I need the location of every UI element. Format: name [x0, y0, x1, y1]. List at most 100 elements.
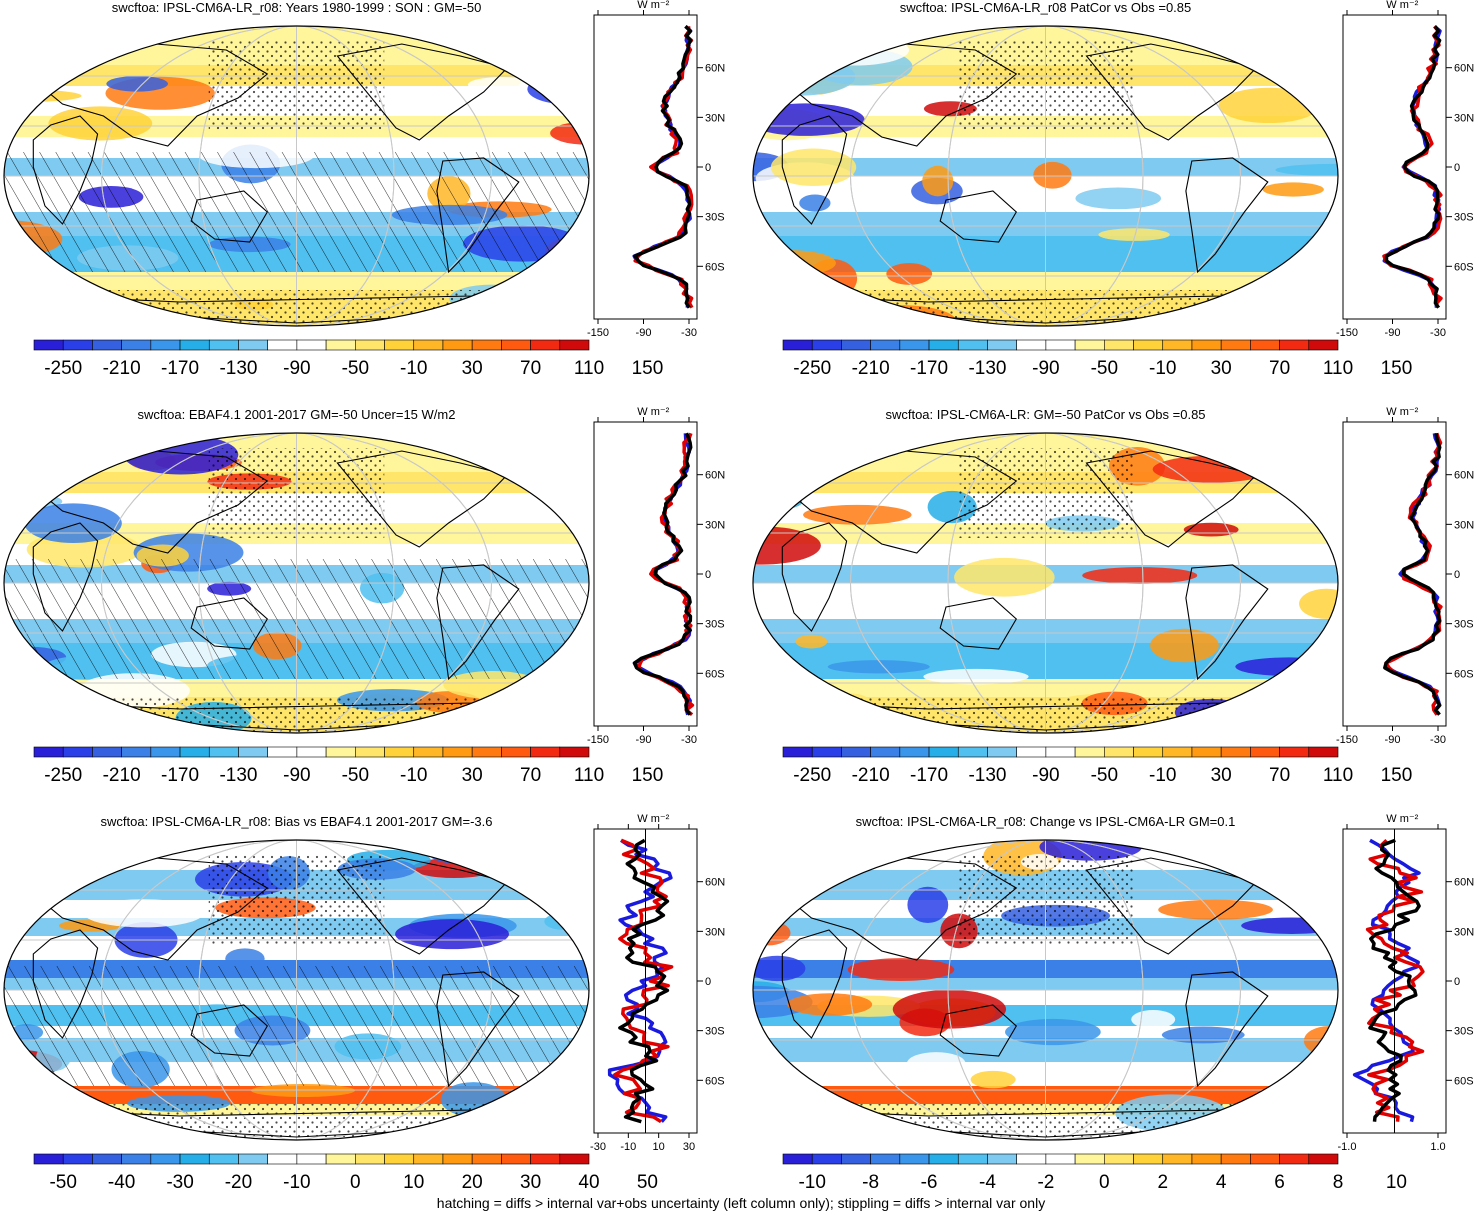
- lat-tick-label: 60N: [705, 470, 725, 482]
- colorbar-label: -4: [979, 1172, 996, 1193]
- colorbar-label: -210: [852, 765, 890, 786]
- colorbar-label: -250: [793, 765, 831, 786]
- colorbar-label: -250: [793, 358, 831, 379]
- colorbar-label: 30: [462, 765, 483, 786]
- continent-outline: [1185, 564, 1269, 681]
- footer-note: hatching = diffs > internal var+obs unce…: [437, 1195, 1045, 1211]
- colorbar-swatch: [1279, 339, 1310, 351]
- colorbar-swatch: [62, 339, 93, 351]
- colorbar-swatch: [355, 339, 385, 351]
- colorbar-swatch: [559, 1153, 590, 1165]
- colorbar-swatch: [1250, 746, 1280, 758]
- reference-profile-line: [1383, 433, 1442, 716]
- lat-tick-label: 60S: [705, 261, 725, 273]
- lat-tick-label: 0: [1454, 976, 1460, 988]
- colorbar-swatch: [870, 746, 901, 758]
- colorbar-swatch: [296, 339, 327, 351]
- colorbar-swatch: [121, 339, 152, 351]
- colorbar-label: -30: [166, 1172, 193, 1193]
- colorbar-swatch: [1074, 1153, 1105, 1165]
- colorbar-label: -8: [862, 1172, 879, 1193]
- lat-tick-label: 60N: [1454, 877, 1474, 889]
- colorbar-label: 10: [1386, 1172, 1407, 1193]
- colorbar-label: -10: [283, 1172, 310, 1193]
- profile-x-tick: -1.0: [1338, 1141, 1357, 1153]
- continent-outline: [436, 971, 520, 1088]
- continent-outline: [190, 190, 269, 243]
- profile-x-tick: -90: [1385, 327, 1401, 339]
- profile-x-tick: -150: [587, 734, 609, 746]
- colorbar-swatch: [530, 746, 561, 758]
- colorbar-swatch: [957, 339, 988, 351]
- zonal-profile: 60N 30N 0 30S 60S -150 -90 -30 W m⁻²: [1336, 0, 1474, 339]
- colorbar-swatch: [384, 1153, 415, 1165]
- lat-tick-label: 60N: [705, 63, 725, 75]
- colorbar-swatch: [1104, 339, 1134, 351]
- colorbar-swatch: [1133, 746, 1164, 758]
- colorbar-swatch: [811, 1153, 842, 1165]
- colorbar-swatch: [1220, 339, 1251, 351]
- panel-title: swcftoa: IPSL-CM6A-LR_r08 PatCor vs Obs …: [900, 0, 1192, 15]
- zonal-profile: 60N 30N 0 30S 60S -30 -10 10 30 W m⁻²: [590, 813, 725, 1153]
- profile-x-tick: -90: [1385, 734, 1401, 746]
- colorbar-label: -90: [1032, 765, 1059, 786]
- profile-x-tick: -30: [681, 327, 697, 339]
- profile-unit: W m⁻²: [1386, 0, 1418, 11]
- zonal-profile: 60N 30N 0 30S 60S -1.0 1.0 W m⁻²: [1338, 813, 1475, 1153]
- colorbar-label: -10: [400, 358, 427, 379]
- reference-profile-line: [633, 25, 693, 309]
- colorbar-swatch: [384, 746, 415, 758]
- map-border: [3, 25, 590, 327]
- colorbar-swatch: [987, 339, 1017, 351]
- profile-x-tick: -10: [620, 1141, 636, 1153]
- colorbar-swatch: [1162, 339, 1193, 351]
- lat-tick-label: 60N: [1454, 63, 1474, 75]
- colorbar-label: 110: [1323, 358, 1353, 379]
- panel-6: swcftoa: IPSL-CM6A-LR_r08: Change vs IPS…: [752, 813, 1475, 1193]
- colorbar-swatch: [928, 339, 959, 351]
- profile-x-tick: 1.0: [1430, 1141, 1445, 1153]
- colorbar-swatch: [62, 1153, 93, 1165]
- colorbar-swatch: [384, 339, 415, 351]
- continent-outline: [32, 115, 99, 225]
- model-profile-line: [613, 838, 674, 1124]
- colorbar-label: -210: [852, 358, 890, 379]
- lat-tick-label: 0: [705, 976, 711, 988]
- lat-tick-label: 30S: [1454, 1026, 1474, 1038]
- colorbar-swatch: [1191, 746, 1222, 758]
- colorbar-swatch: [33, 746, 64, 758]
- colorbar-swatch: [1016, 339, 1047, 351]
- colorbar-swatch: [471, 1153, 502, 1165]
- colorbar-swatch: [501, 339, 531, 351]
- profile-x-tick: -90: [636, 734, 652, 746]
- profile-x-tick: -30: [681, 734, 697, 746]
- colorbar-label: -170: [910, 765, 948, 786]
- colorbar-label: -250: [44, 765, 82, 786]
- colorbar-label: 150: [632, 765, 664, 786]
- panel-title: swcftoa: IPSL-CM6A-LR_r08: Bias vs EBAF4…: [101, 814, 493, 829]
- colorbar-swatch: [208, 746, 239, 758]
- colorbar-label: 150: [1381, 765, 1413, 786]
- colorbar-label: -130: [219, 765, 257, 786]
- map-field: [4, 840, 589, 1140]
- colorbar-label: -6: [921, 1172, 938, 1193]
- colorbar-label: -50: [49, 1172, 76, 1193]
- lat-tick-label: 60S: [1454, 261, 1474, 273]
- map-field: [4, 26, 589, 326]
- continent-outline: [1185, 971, 1269, 1088]
- colorbar-swatch: [413, 746, 444, 758]
- colorbar-swatch: [899, 746, 930, 758]
- lat-tick-label: 30S: [705, 619, 725, 631]
- colorbar-label: -20: [225, 1172, 252, 1193]
- continent-outline: [436, 564, 520, 681]
- colorbar-swatch: [782, 746, 813, 758]
- profile-unit: W m⁻²: [1386, 813, 1418, 825]
- profile-unit: W m⁻²: [1386, 406, 1418, 418]
- colorbar-label: -210: [103, 765, 141, 786]
- colorbar-swatch: [150, 1153, 181, 1165]
- colorbar-swatch: [1016, 1153, 1047, 1165]
- colorbar-swatch: [1308, 339, 1339, 351]
- panel-5: swcftoa: IPSL-CM6A-LR_r08: Bias vs EBAF4…: [3, 813, 725, 1193]
- panel-2: swcftoa: IPSL-CM6A-LR_r08 PatCor vs Obs …: [752, 0, 1474, 379]
- colorbar-swatch: [471, 746, 502, 758]
